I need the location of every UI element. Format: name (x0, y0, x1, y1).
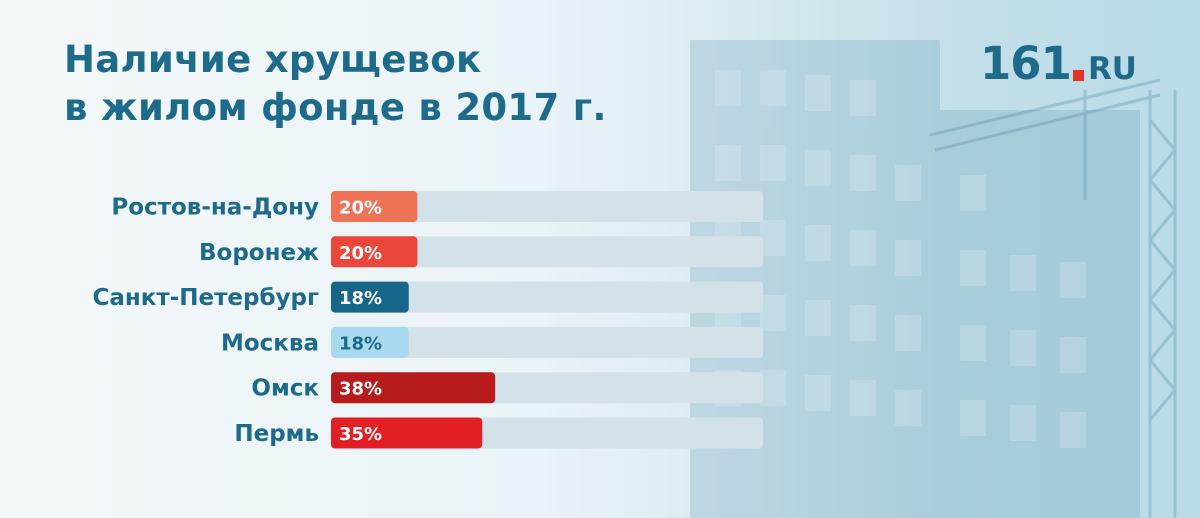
bar-track (331, 191, 763, 222)
category-label: Пермь (234, 421, 319, 447)
data-label: 18% (339, 333, 382, 354)
logo-dot-icon (1072, 70, 1084, 81)
bar-track (331, 236, 763, 268)
bar (331, 281, 409, 313)
bar (331, 326, 409, 358)
bar-track (331, 281, 763, 313)
bar (331, 191, 418, 222)
bar-track (331, 326, 763, 358)
data-label: 35% (339, 424, 382, 445)
bar (331, 236, 418, 268)
data-label: 38% (339, 379, 382, 400)
category-label: Москва (221, 330, 319, 356)
logo-number: 161 (980, 37, 1072, 90)
data-label: 20% (339, 198, 382, 219)
chart-title-line-1: Наличие хрущевок (64, 38, 482, 81)
site-logo: 161 RU (980, 40, 1137, 86)
category-label: Омск (251, 376, 319, 402)
bar (331, 372, 496, 404)
chart-title-line-2: в жилом фонде в 2017 г. (64, 86, 607, 129)
category-label: Воронеж (199, 240, 319, 266)
bar (331, 417, 483, 449)
data-label: 18% (339, 288, 382, 309)
category-label: Санкт-Петербург (92, 285, 319, 311)
category-label: Ростов-на-Дону (111, 195, 319, 221)
logo-suffix: RU (1087, 51, 1137, 87)
chart-title: Наличие хрущевок в жилом фонде в 2017 г. (64, 36, 607, 132)
data-label: 20% (339, 243, 382, 264)
